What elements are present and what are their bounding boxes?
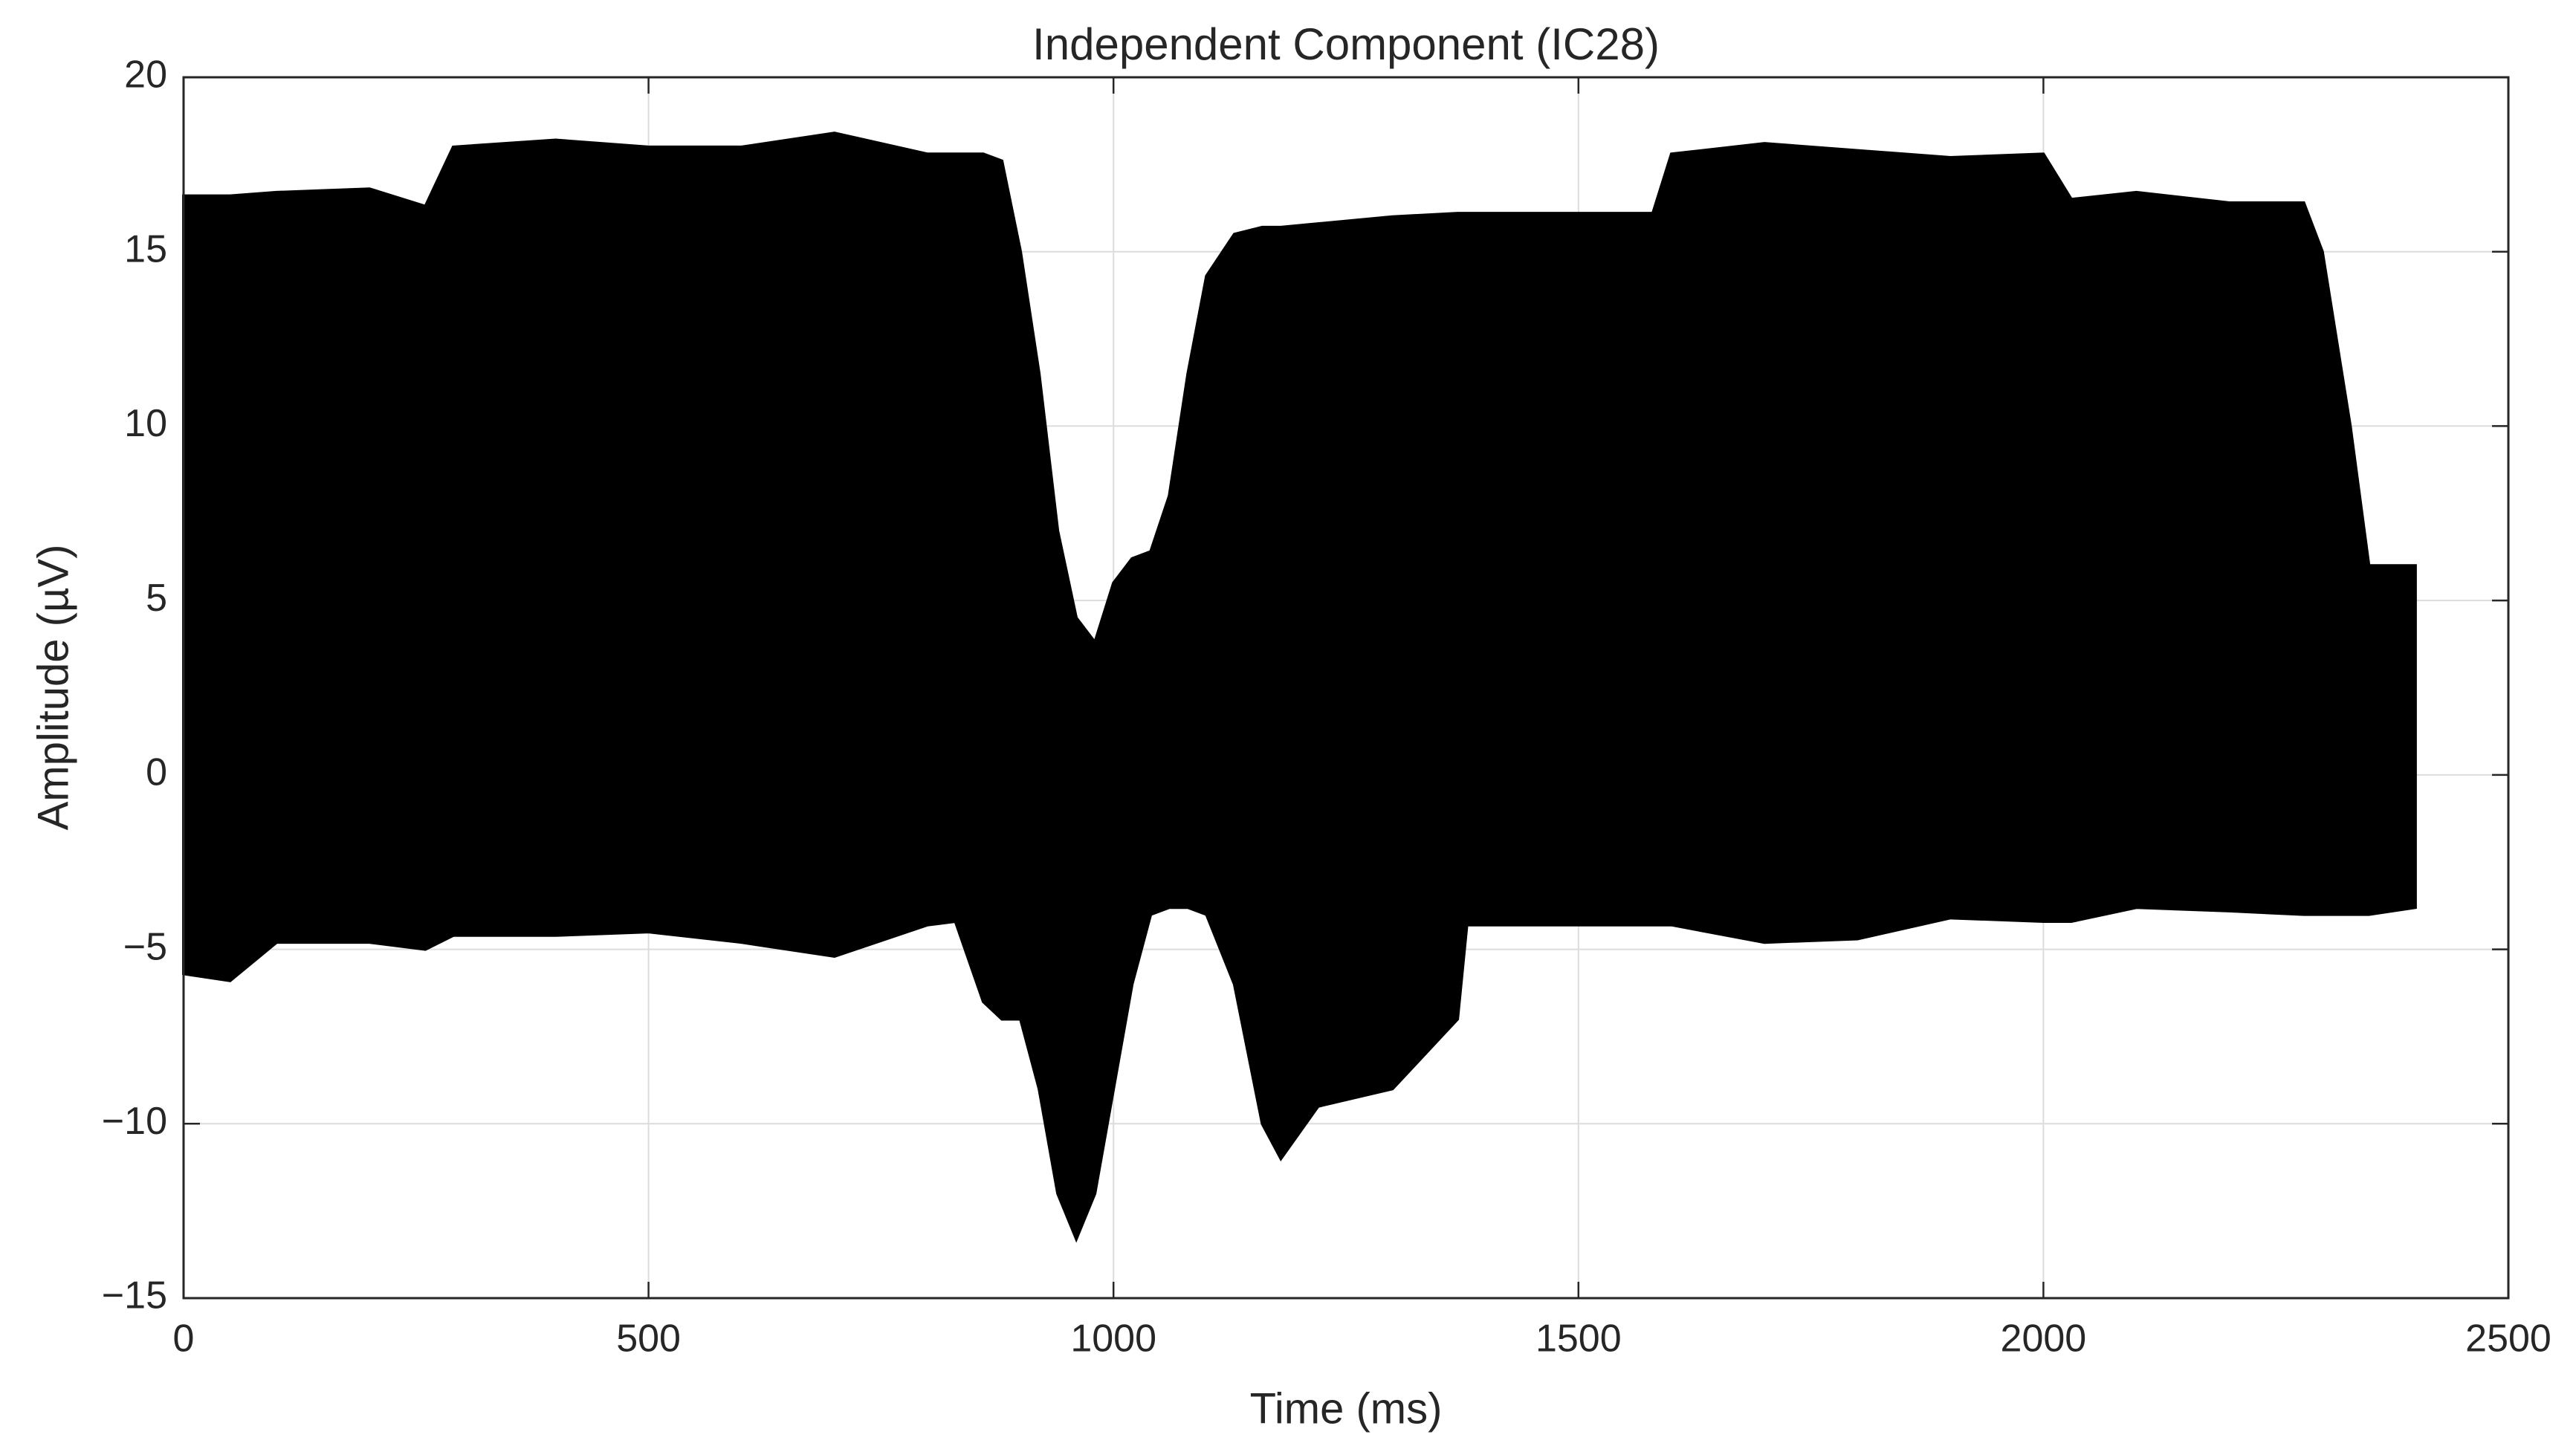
y-tick-label: 10 <box>124 402 167 445</box>
y-tick-label: 20 <box>124 54 167 97</box>
y-tick-label: −10 <box>102 1100 167 1143</box>
x-tick-label: 2000 <box>2001 1317 2087 1361</box>
y-tick-label: 0 <box>146 751 167 794</box>
x-tick-label: 1000 <box>1070 1317 1156 1361</box>
chart-title: Independent Component (IC28) <box>1032 19 1660 69</box>
y-tick-label: 5 <box>146 577 167 620</box>
x-axis-label: Time (ms) <box>1250 1384 1443 1433</box>
plot-frame <box>182 76 2510 1300</box>
x-tick-label: 1500 <box>1535 1317 1622 1361</box>
x-tick-label: 500 <box>616 1317 681 1361</box>
y-tick-label: −15 <box>102 1274 167 1317</box>
y-tick-label: 15 <box>124 227 167 270</box>
y-axis-label: Amplitude (µV) <box>29 545 77 831</box>
signal-envelope <box>182 132 2417 1243</box>
y-tick-label: −5 <box>123 925 167 968</box>
x-tick-label: 0 <box>173 1317 195 1361</box>
x-tick-label: 2500 <box>2465 1317 2551 1361</box>
